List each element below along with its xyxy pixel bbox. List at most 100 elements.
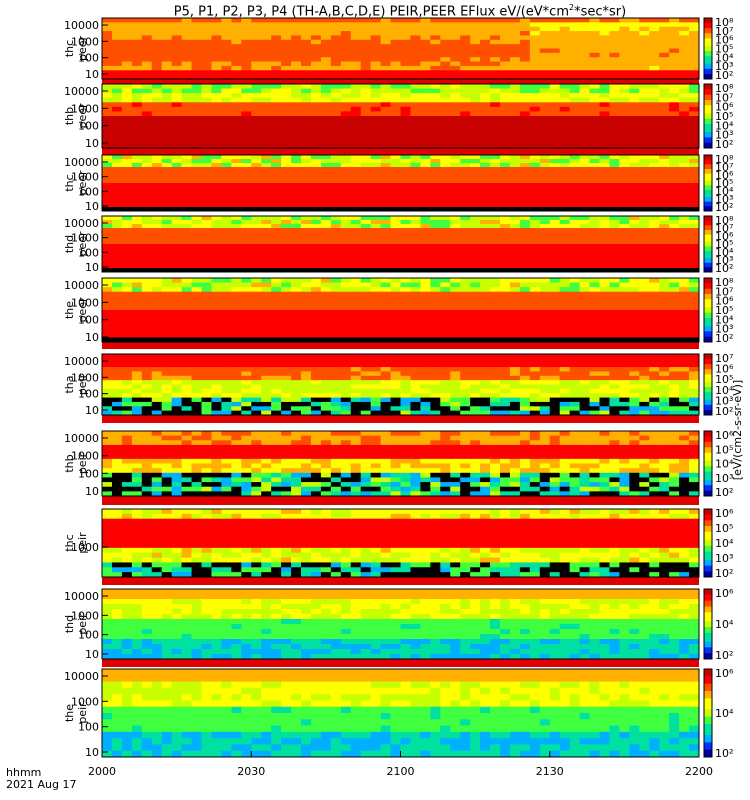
- heatmap-cell: [689, 171, 700, 176]
- heatmap-cell: [201, 371, 212, 377]
- heatmap-cell: [509, 74, 521, 80]
- heatmap-cell: [599, 22, 610, 28]
- heatmap-cell: [400, 401, 411, 407]
- heatmap-cell: [400, 195, 411, 200]
- heatmap-cell: [360, 401, 372, 407]
- heatmap-cell: [370, 367, 381, 372]
- colorbar-segment: [704, 187, 712, 191]
- heatmap-cell: [539, 191, 551, 196]
- heatmap-cell: [569, 236, 580, 241]
- heatmap-cell: [569, 319, 580, 325]
- heatmap-cell: [480, 282, 491, 288]
- colorbar-tick-label: 10⁷: [715, 222, 733, 235]
- heatmap-cell: [291, 319, 302, 325]
- heatmap-cell: [271, 106, 282, 112]
- heatmap-cell: [370, 26, 381, 32]
- heatmap-cell: [121, 106, 133, 112]
- heatmap-cell: [440, 44, 451, 49]
- heatmap-cell: [480, 216, 491, 221]
- heatmap-cell: [649, 240, 660, 245]
- colorbar-segment: [704, 61, 712, 65]
- heatmap-cell: [400, 282, 411, 288]
- heatmap-cell: [500, 268, 511, 273]
- heatmap-cell: [430, 268, 441, 273]
- heatmap-cell: [639, 199, 650, 204]
- heatmap-cell: [559, 232, 571, 237]
- heatmap-cell: [151, 39, 163, 45]
- heatmap-cell: [291, 240, 302, 245]
- heatmap-cell: [390, 300, 401, 306]
- heatmap-cell: [669, 120, 680, 126]
- heatmap-cell: [131, 207, 143, 212]
- heatmap-cell: [111, 323, 123, 329]
- heatmap-cell: [529, 224, 541, 229]
- heatmap-cell: [599, 159, 610, 164]
- heatmap-cell: [261, 195, 272, 200]
- heatmap-cell: [340, 175, 352, 180]
- heatmap-cell: [669, 252, 680, 257]
- colorbar-segment: [704, 201, 712, 205]
- heatmap-cell: [181, 296, 192, 302]
- heatmap-cell: [131, 282, 143, 288]
- heatmap-cell: [629, 236, 640, 241]
- heatmap-cell: [102, 354, 113, 359]
- heatmap-cell: [619, 102, 630, 108]
- heatmap-cell: [649, 256, 660, 261]
- heatmap-cell: [639, 143, 650, 149]
- heatmap-cell: [151, 337, 163, 343]
- heatmap-cell: [490, 268, 501, 273]
- heatmap-cell: [340, 310, 352, 315]
- heatmap-cell: [579, 287, 590, 293]
- heatmap-cell: [141, 216, 153, 221]
- heatmap-cell: [679, 203, 690, 208]
- heatmap-cell: [231, 155, 242, 160]
- heatmap-cell: [301, 143, 312, 149]
- heatmap-cell: [490, 31, 501, 36]
- heatmap-cell: [440, 203, 451, 208]
- colorbar-tick-label: 10³: [715, 193, 733, 206]
- heatmap-cell: [301, 35, 312, 41]
- heatmap-cell: [639, 240, 650, 245]
- heatmap-cell: [589, 106, 600, 112]
- heatmap-cell: [609, 163, 620, 168]
- heatmap-cell: [639, 314, 650, 320]
- heatmap-cell: [390, 354, 401, 359]
- heatmap-cell: [679, 179, 690, 184]
- heatmap-cell: [271, 31, 282, 36]
- heatmap-cell: [330, 171, 342, 176]
- heatmap-cell: [420, 191, 431, 196]
- heatmap-cell: [211, 406, 222, 412]
- heatmap-cell: [519, 314, 531, 320]
- heatmap-cell: [440, 224, 451, 229]
- heatmap-cell: [589, 120, 600, 126]
- colorbar-segment: [704, 86, 712, 90]
- heatmap-cell: [509, 300, 521, 306]
- heatmap-cell: [669, 224, 680, 229]
- heatmap-cell: [102, 393, 113, 398]
- heatmap-cell: [281, 236, 292, 241]
- heatmap-cell: [380, 125, 391, 131]
- heatmap-cell: [629, 179, 640, 184]
- heatmap-cell: [400, 18, 411, 23]
- heatmap-cell: [271, 195, 282, 200]
- heatmap-cell: [420, 406, 431, 412]
- heatmap-cell: [519, 337, 531, 343]
- heatmap-cell: [380, 401, 391, 407]
- heatmap-cell: [320, 111, 332, 117]
- y-tick-label: 1000: [71, 296, 99, 309]
- heatmap-cell: [639, 256, 650, 261]
- heatmap-cell: [350, 129, 362, 135]
- heatmap-cell: [559, 337, 571, 343]
- heatmap-cell: [480, 116, 491, 121]
- heatmap-cell: [251, 102, 262, 108]
- heatmap-cell: [410, 380, 421, 385]
- heatmap-cell: [639, 159, 650, 164]
- heatmap-cell: [330, 183, 342, 188]
- heatmap-cell: [131, 397, 143, 403]
- heatmap-cell: [271, 116, 282, 121]
- heatmap-cell: [450, 337, 461, 343]
- heatmap-cell: [231, 248, 242, 253]
- heatmap-cell: [470, 380, 481, 385]
- heatmap-cell: [420, 179, 431, 184]
